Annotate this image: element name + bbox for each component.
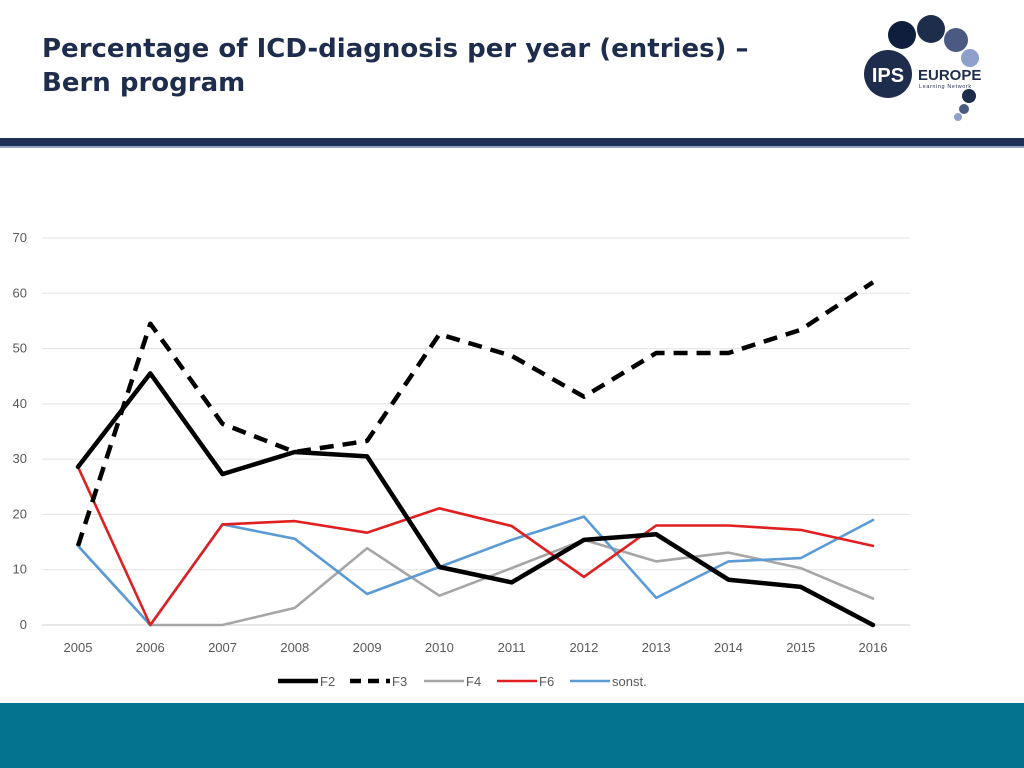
logo-europe-text: EUROPE [918,67,981,84]
slide-title-line-1: Percentage of ICD-diagnosis per year (en… [42,34,749,64]
legend: F2 F3 F4 F6 sonst. [278,674,647,689]
y-tick-label-70: 70 [13,230,27,245]
slide-title: Percentage of ICD-diagnosis per year (en… [42,32,822,100]
logo-ips-text: IPS [872,65,904,87]
x-tick-label-2006: 2006 [136,640,165,655]
series-line-f3 [75,280,875,547]
logo-dot-7 [954,113,962,121]
x-tick-label-2016: 2016 [859,640,888,655]
legend-label-f3: F3 [392,674,407,689]
series-lines [75,280,876,628]
logo-network-text: Learning Network [919,84,972,90]
legend-label-f4: F4 [466,674,481,689]
x-tick-label-2015: 2015 [786,640,815,655]
logo-dot-6 [959,104,969,114]
series-line-f6 [76,465,875,627]
series-line-f4 [76,538,875,627]
x-tick-label-2010: 2010 [425,640,454,655]
ips-europe-logo: IPS EUROPE Learning Network [864,15,981,121]
icd-diagnosis-line-chart: 0 10 20 30 40 50 60 70 2005 2006 2007 2008 2009 2010… [13,230,910,689]
legend-label-f6: F6 [539,674,554,689]
x-tick-label-2014: 2014 [714,640,743,655]
y-tick-label-30: 30 [13,451,27,466]
header-divider [0,138,1024,146]
y-axis-tick-labels: 0 10 20 30 40 50 60 70 [13,230,27,632]
series-line-sonst [76,515,875,627]
legend-item-f4: F4 [424,674,481,689]
x-tick-label-2011: 2011 [498,640,526,655]
legend-item-f2: F2 [278,674,335,689]
legend-item-sonst: sonst. [570,674,647,689]
y-tick-label-0: 0 [20,617,27,632]
x-tick-label-2009: 2009 [353,640,382,655]
header-divider-accent [0,146,1024,148]
logo-ips-circle [864,50,912,98]
legend-label-sonst: sonst. [612,674,647,689]
logo-dot-4 [961,49,979,67]
logo-dot-1 [888,21,916,49]
y-tick-label-50: 50 [13,341,27,356]
legend-label-f2: F2 [320,674,335,689]
x-tick-label-2013: 2013 [642,640,671,655]
y-tick-label-40: 40 [13,396,27,411]
logo-dot-3 [944,28,968,52]
x-axis-tick-labels: 2005 2006 2007 2008 2009 2010 2011 2012 2013 2014… [64,640,888,655]
slide-title-line-2: Bern program [42,68,246,98]
x-tick-label-2012: 2012 [569,640,598,655]
logo-dot-2 [917,15,945,43]
series-line-f2 [75,371,876,628]
x-tick-label-2008: 2008 [280,640,309,655]
y-tick-label-10: 10 [13,562,27,577]
gridlines [42,237,910,626]
logo-dot-5 [962,89,976,103]
legend-item-f3: F3 [350,674,407,689]
y-tick-label-20: 20 [13,506,27,521]
footer-band [0,703,1024,768]
x-tick-label-2005: 2005 [64,640,93,655]
x-tick-label-2007: 2007 [208,640,237,655]
y-tick-label-60: 60 [13,285,27,300]
legend-item-f6: F6 [497,674,554,689]
